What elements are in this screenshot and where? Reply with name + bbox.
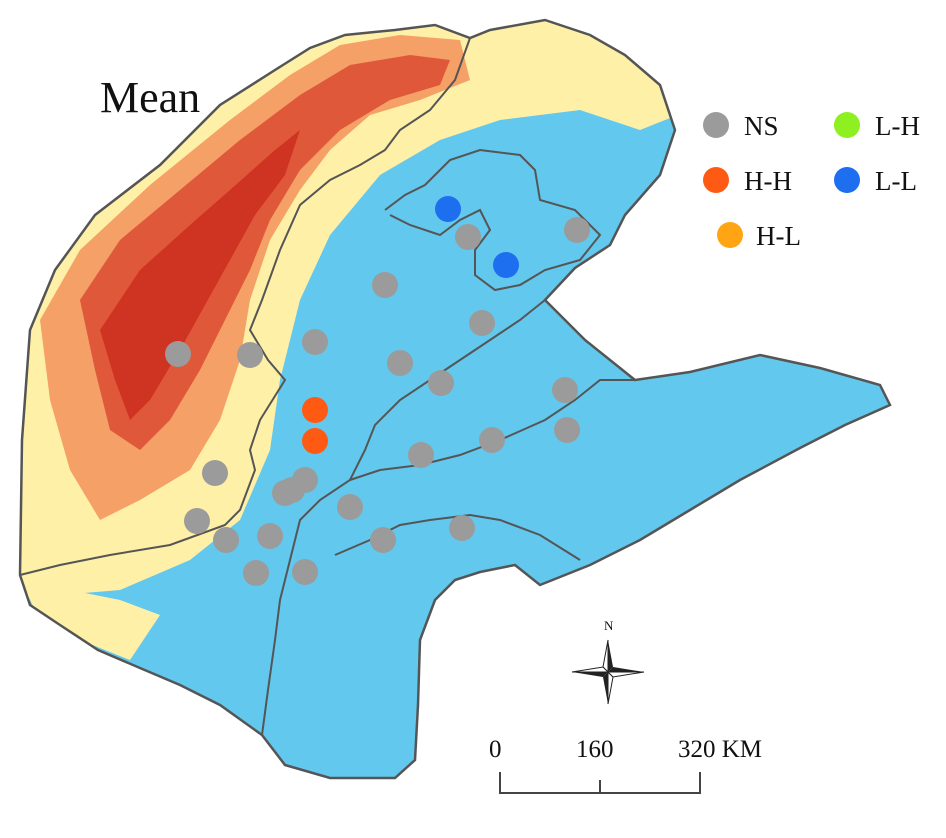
sites-layer	[165, 196, 590, 586]
legend: NS L-H H-H L-L H-L	[703, 111, 920, 251]
legend-label-ll: L-L	[875, 166, 917, 196]
site-point-ns	[387, 350, 413, 376]
site-point-ns	[337, 494, 363, 520]
site-point-l-l	[493, 252, 519, 278]
map-title: Mean	[100, 73, 200, 122]
peak-band	[100, 130, 300, 420]
site-point-ns	[372, 272, 398, 298]
site-point-ns	[479, 427, 505, 453]
site-point-ns	[165, 341, 191, 367]
north-label: N	[604, 618, 614, 633]
site-point-h-h	[302, 428, 328, 454]
site-point-ns	[184, 508, 210, 534]
scale-bar: 0 160 320 KM	[489, 736, 762, 794]
site-point-ns	[292, 559, 318, 585]
legend-label-ns: NS	[744, 111, 779, 141]
legend-swatch-lh	[834, 112, 860, 138]
legend-swatch-ll	[834, 167, 860, 193]
scale-tick-0: 0	[489, 736, 502, 763]
site-point-ns	[272, 480, 298, 506]
legend-label-hh: H-H	[744, 166, 792, 196]
north-arrow-icon: N	[571, 618, 645, 705]
site-point-ns	[202, 460, 228, 486]
site-point-ns	[408, 442, 434, 468]
site-point-l-l	[435, 196, 461, 222]
legend-label-lh: L-H	[875, 111, 920, 141]
legend-swatch-ns	[703, 112, 729, 138]
site-point-ns	[292, 467, 318, 493]
site-point-ns	[243, 560, 269, 586]
site-point-ns	[469, 310, 495, 336]
site-point-ns	[428, 370, 454, 396]
site-point-ns	[302, 329, 328, 355]
site-point-h-h	[302, 397, 328, 423]
site-point-ns	[554, 417, 580, 443]
legend-item-ns: NS	[703, 111, 779, 141]
site-point-ns	[237, 342, 263, 368]
study-region-outline	[18, 18, 892, 780]
site-point-ns	[213, 527, 239, 553]
site-point-ns	[257, 523, 283, 549]
site-point-ns	[552, 377, 578, 403]
legend-item-hl: H-L	[717, 221, 801, 251]
scale-tick-320: 320 KM	[678, 736, 762, 763]
legend-item-hh: H-H	[703, 166, 792, 196]
legend-swatch-hl	[717, 222, 743, 248]
site-point-ns	[455, 224, 481, 250]
upland-band-south	[20, 580, 160, 660]
site-point-ns	[449, 515, 475, 541]
legend-item-lh: L-H	[834, 111, 920, 141]
legend-item-ll: L-L	[834, 166, 917, 196]
site-point-ns	[370, 527, 396, 553]
site-point-ns	[564, 217, 590, 243]
scale-tick-160: 160	[576, 736, 614, 763]
legend-swatch-hh	[703, 167, 729, 193]
legend-label-hl: H-L	[756, 221, 801, 251]
